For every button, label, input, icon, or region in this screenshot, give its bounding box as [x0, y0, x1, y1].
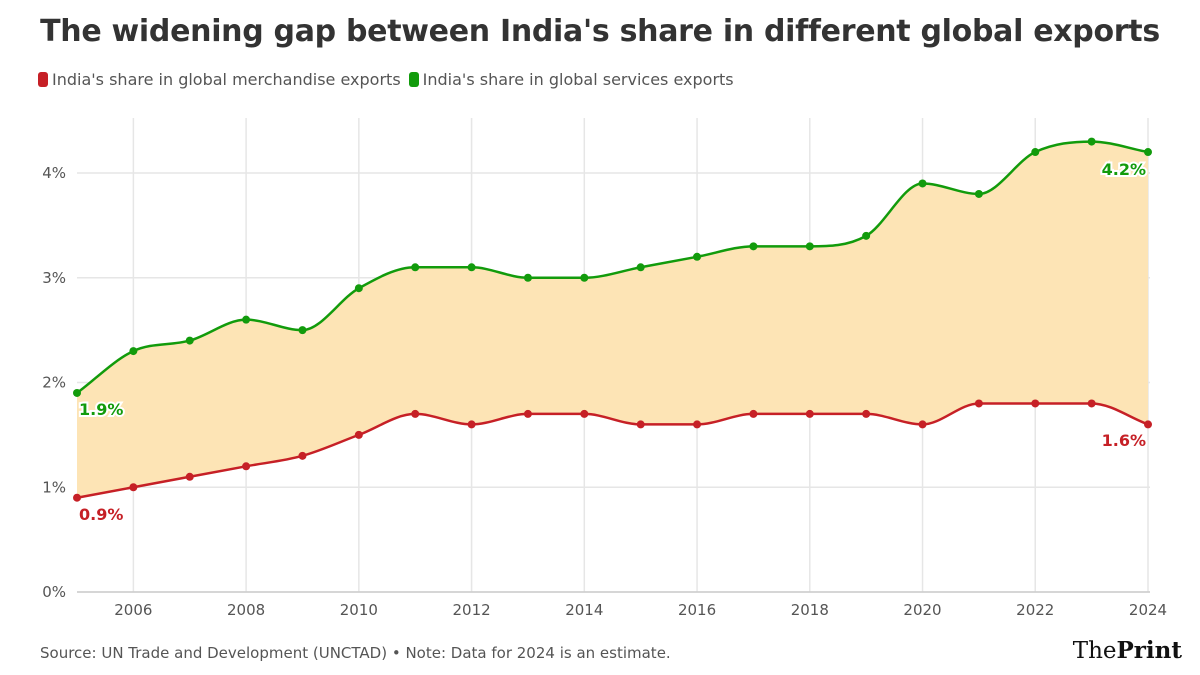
data-point-services	[1087, 137, 1096, 146]
data-point-merchandise	[636, 420, 645, 429]
x-tick-label: 2012	[452, 601, 490, 619]
x-tick-label: 2016	[678, 601, 716, 619]
data-point-services	[185, 336, 194, 345]
gap-area	[77, 141, 1148, 498]
data-point-merchandise	[523, 409, 532, 418]
data-point-merchandise	[693, 420, 702, 429]
data-point-merchandise	[1031, 399, 1040, 408]
data-label-merch-end: 1.6%	[1102, 431, 1146, 450]
data-point-services	[580, 273, 589, 282]
data-point-services	[693, 252, 702, 261]
data-point-services	[749, 242, 758, 251]
y-tick-label: 4%	[42, 164, 66, 182]
data-point-services	[354, 284, 363, 293]
x-tick-label: 2018	[791, 601, 829, 619]
legend-label: India's share in global merchandise expo…	[52, 70, 401, 89]
data-point-services	[1031, 148, 1040, 157]
data-point-services	[73, 388, 81, 397]
data-label-merch-start: 0.9%	[79, 505, 123, 524]
legend-swatch-red	[38, 72, 48, 87]
data-point-services	[974, 189, 983, 198]
data-point-services	[298, 326, 307, 335]
data-label-serv-start: 1.9%	[79, 400, 123, 419]
legend-swatch-green	[408, 72, 419, 87]
y-tick-label: 2%	[42, 374, 66, 392]
data-point-services	[918, 179, 927, 188]
data-point-services	[862, 231, 871, 240]
data-point-merchandise	[242, 462, 251, 471]
y-tick-label: 1%	[42, 478, 66, 496]
data-point-merchandise	[862, 409, 871, 418]
data-point-services	[523, 273, 532, 282]
x-tick-label: 2006	[114, 601, 152, 619]
data-point-merchandise	[411, 409, 420, 418]
data-point-merchandise	[73, 493, 81, 502]
data-point-merchandise	[298, 451, 307, 460]
data-point-merchandise	[805, 409, 814, 418]
data-point-merchandise	[467, 420, 476, 429]
data-point-services	[636, 263, 645, 272]
data-point-merchandise	[580, 409, 589, 418]
data-point-merchandise	[974, 399, 983, 408]
x-tick-label: 2014	[565, 601, 603, 619]
x-tick-label: 2010	[340, 601, 378, 619]
source-note: Source: UN Trade and Development (UNCTAD…	[40, 644, 671, 662]
chart-title: The widening gap between India's share i…	[40, 14, 1160, 49]
legend-label: India's share in global services exports	[422, 70, 734, 89]
legend-item-services: India's share in global services exports	[408, 70, 734, 89]
data-point-services	[1144, 148, 1152, 157]
theprint-logo: ThePrint	[1072, 637, 1182, 664]
data-point-services	[805, 242, 814, 251]
x-tick-label: 2008	[227, 601, 265, 619]
data-point-services	[467, 263, 476, 272]
series-line-merchandise	[76, 402, 1149, 499]
data-point-merchandise	[354, 430, 363, 439]
data-point-services	[129, 347, 138, 356]
x-tick-label: 2020	[903, 601, 941, 619]
data-label-serv-end: 4.2%	[1102, 160, 1146, 179]
data-point-services	[411, 263, 420, 272]
x-tick-label: 2024	[1129, 601, 1167, 619]
legend-item-merchandise: India's share in global merchandise expo…	[38, 70, 401, 89]
data-point-merchandise	[1087, 399, 1096, 408]
y-tick-label: 0%	[42, 583, 66, 601]
data-point-services	[242, 315, 251, 324]
data-point-merchandise	[918, 420, 927, 429]
y-tick-label: 3%	[42, 269, 66, 287]
data-point-merchandise	[185, 472, 194, 481]
x-tick-label: 2022	[1016, 601, 1054, 619]
legend: India's share in global merchandise expo…	[38, 70, 734, 89]
data-point-merchandise	[749, 409, 758, 418]
data-point-merchandise	[129, 483, 138, 492]
data-point-merchandise	[1144, 420, 1152, 429]
